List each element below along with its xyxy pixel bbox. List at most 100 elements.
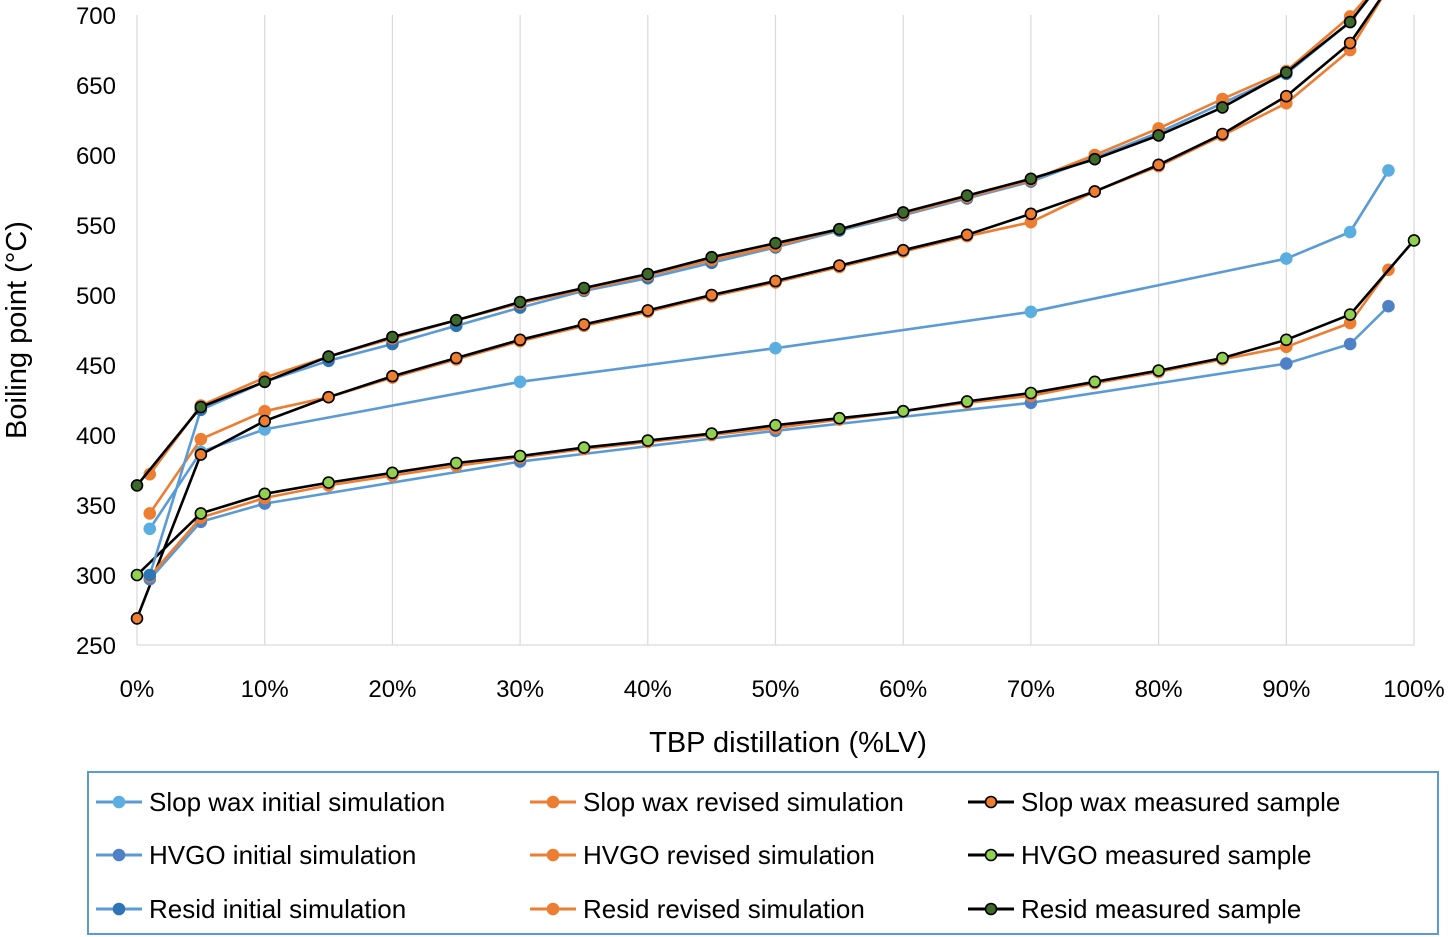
data-point	[705, 288, 718, 302]
data-point	[769, 236, 782, 250]
data-point	[513, 375, 527, 389]
data-point	[1088, 152, 1102, 166]
data-point	[705, 427, 718, 440]
data-point	[769, 418, 782, 432]
legend-item: Resid initial simulation	[96, 894, 406, 924]
data-point	[143, 507, 157, 520]
series-group	[130, 0, 1369, 492]
legend-label: Resid initial simulation	[149, 894, 406, 924]
data-point	[143, 522, 157, 536]
y-tick-label: 700	[76, 3, 116, 30]
data-point	[1280, 252, 1293, 265]
legend-item: HVGO revised simulation	[530, 840, 875, 870]
data-point	[449, 456, 463, 470]
data-point	[960, 395, 974, 408]
legend-label: Slop wax revised simulation	[583, 787, 904, 817]
data-point	[769, 341, 782, 355]
x-tick-label: 60%	[879, 676, 927, 703]
x-tick-label: 30%	[496, 676, 544, 703]
data-point	[1216, 127, 1229, 141]
x-tick-label: 40%	[624, 676, 672, 703]
axes: 250 300 350 400 450 500 550 600 650 700 0% 10% 20% 30…	[76, 3, 1445, 703]
legend-marker	[112, 902, 126, 916]
data-point	[194, 448, 208, 461]
x-tick-label: 100%	[1383, 676, 1444, 703]
legend-marker	[546, 902, 560, 916]
data-point	[896, 404, 910, 418]
series-line	[148, 0, 1369, 576]
data-point	[1152, 364, 1165, 377]
data-point	[322, 390, 335, 404]
y-tick-label: 550	[76, 213, 116, 240]
series-group	[143, 0, 1367, 481]
gridlines	[136, 15, 1415, 645]
data-point	[1152, 158, 1165, 172]
legend-label: Slop wax initial simulation	[149, 787, 445, 817]
legend-box	[87, 771, 1439, 935]
data-point	[258, 414, 272, 428]
series-group	[130, 234, 1421, 582]
data-point	[769, 274, 782, 288]
series-line	[135, 0, 1369, 487]
series-layer	[130, 0, 1421, 625]
series-line	[148, 169, 1390, 530]
data-point	[641, 304, 655, 317]
y-tick-label: 600	[76, 143, 116, 170]
legend-label: Slop wax measured sample	[1021, 787, 1340, 817]
legend-marker	[112, 795, 126, 809]
legend-label: HVGO revised simulation	[583, 840, 875, 870]
data-point	[833, 222, 846, 236]
data-point	[1280, 66, 1293, 79]
data-point	[386, 466, 399, 480]
data-point	[1216, 351, 1229, 365]
data-point	[258, 375, 272, 389]
data-point	[1343, 225, 1357, 239]
data-point	[833, 411, 846, 425]
series-line	[148, 0, 1367, 475]
legend-item: Slop wax measured sample	[968, 787, 1340, 817]
legend-item: HVGO initial simulation	[96, 840, 416, 870]
data-point	[960, 189, 974, 202]
series-line	[148, 269, 1390, 578]
series-line	[148, 0, 1383, 515]
legend-marker	[984, 902, 998, 916]
data-point	[1024, 305, 1038, 319]
legend-marker	[984, 848, 998, 862]
y-axis-title: Boiling point (°C)	[1, 221, 33, 439]
legend-item: Resid revised simulation	[530, 894, 865, 924]
data-point	[641, 434, 655, 447]
data-point	[1152, 129, 1165, 142]
series-line	[135, 0, 1382, 619]
data-point	[513, 449, 527, 463]
data-point	[1216, 101, 1229, 114]
data-point	[1024, 172, 1038, 186]
data-point	[386, 369, 399, 383]
data-point	[577, 281, 591, 295]
legend: Slop wax initial simulation Slop wax revi…	[87, 771, 1439, 935]
data-point	[194, 507, 208, 520]
data-point	[960, 228, 974, 242]
y-tick-label: 500	[76, 283, 116, 310]
legend-label: HVGO initial simulation	[149, 840, 416, 870]
x-tick-label: 20%	[368, 676, 416, 703]
data-point	[1382, 299, 1395, 313]
data-point	[705, 250, 718, 264]
data-point	[513, 333, 527, 347]
data-point	[1024, 207, 1038, 221]
data-point	[258, 487, 272, 501]
legend-item: HVGO measured sample	[968, 840, 1311, 870]
data-point	[322, 476, 335, 489]
x-tick-label: 70%	[1007, 676, 1055, 703]
x-tick-label: 0%	[120, 676, 155, 703]
data-point	[896, 206, 910, 219]
legend-marker	[546, 795, 560, 809]
data-point	[449, 313, 463, 327]
y-tick-label: 350	[76, 493, 116, 520]
data-point	[1280, 89, 1293, 103]
x-tick-label: 90%	[1262, 676, 1310, 703]
data-point	[641, 267, 655, 281]
legend-label: HVGO measured sample	[1021, 840, 1311, 870]
data-point	[1280, 333, 1293, 347]
x-tick-label: 10%	[241, 676, 289, 703]
